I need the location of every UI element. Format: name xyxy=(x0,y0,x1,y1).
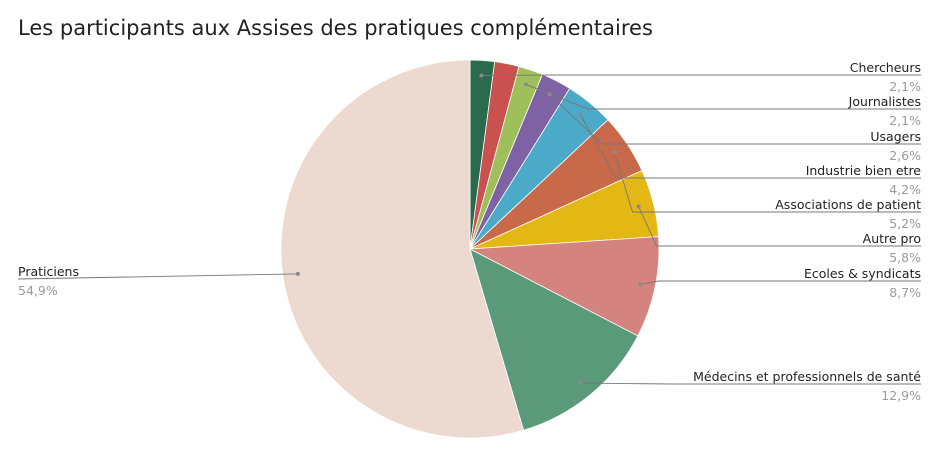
leader-line-ecoles-syndicats xyxy=(640,280,921,286)
leader-dot-medecins-et-professionnels-de-sante xyxy=(578,381,583,386)
leader-dot-praticiens xyxy=(295,271,300,276)
slice-label-associations-de-patient: Associations de patient xyxy=(775,197,921,212)
leader-dot-autre-pro xyxy=(636,204,641,209)
pie-slice-medecins-et-professionnels-de-sante xyxy=(469,248,639,431)
leader-line-journalistes xyxy=(525,83,921,110)
slice-label-usagers: Usagers xyxy=(870,129,921,144)
leader-line-industrie-bien-etre xyxy=(579,114,921,179)
leader-line-praticiens xyxy=(17,273,298,280)
slice-value-ecoles-syndicats: 8,7% xyxy=(889,285,921,300)
slice-label-praticiens: Praticiens xyxy=(18,264,79,279)
leader-dot-industrie-bien-etre xyxy=(578,112,583,117)
leader-line-autre-pro xyxy=(638,206,921,247)
slice-label-industrie-bien-etre: Industrie bien etre xyxy=(806,163,922,178)
slice-label-chercheurs: Chercheurs xyxy=(850,60,921,75)
slice-value-chercheurs: 2,1% xyxy=(889,79,921,94)
leader-dot-usagers xyxy=(547,92,552,97)
slice-value-autre-pro: 5,8% xyxy=(889,250,921,265)
pie-slice-ecoles-syndicats xyxy=(468,236,660,337)
slice-value-industrie-bien-etre: 4,2% xyxy=(889,182,921,197)
slice-value-associations-de-patient: 5,2% xyxy=(889,216,921,231)
leader-dot-chercheurs xyxy=(479,73,484,78)
chart-title: Les participants aux Assises des pratiqu… xyxy=(18,16,653,40)
leader-line-chercheurs xyxy=(481,74,921,76)
slice-value-usagers: 2,6% xyxy=(889,148,921,163)
slice-value-praticiens: 54,9% xyxy=(18,283,58,298)
slice-label-ecoles-syndicats: Ecoles & syndicats xyxy=(804,266,921,281)
leader-line-associations-de-patient xyxy=(614,152,921,213)
leader-line-usagers xyxy=(549,93,921,145)
slice-label-medecins-et-professionnels-de-sante: Médecins et professionnels de santé xyxy=(693,369,921,384)
leader-dot-journalistes xyxy=(524,82,528,87)
slice-label-autre-pro: Autre pro xyxy=(863,231,921,246)
leader-line-medecins-et-professionnels-de-sante xyxy=(580,382,921,385)
slice-value-journalistes: 2,1% xyxy=(889,113,921,128)
leader-dot-ecoles-syndicats xyxy=(638,282,643,287)
slice-value-medecins-et-professionnels-de-sante: 12,9% xyxy=(881,388,921,403)
pie-slice-praticiens xyxy=(280,59,525,439)
leader-dot-associations-de-patient xyxy=(612,150,617,155)
slice-label-journalistes: Journalistes xyxy=(848,94,921,109)
